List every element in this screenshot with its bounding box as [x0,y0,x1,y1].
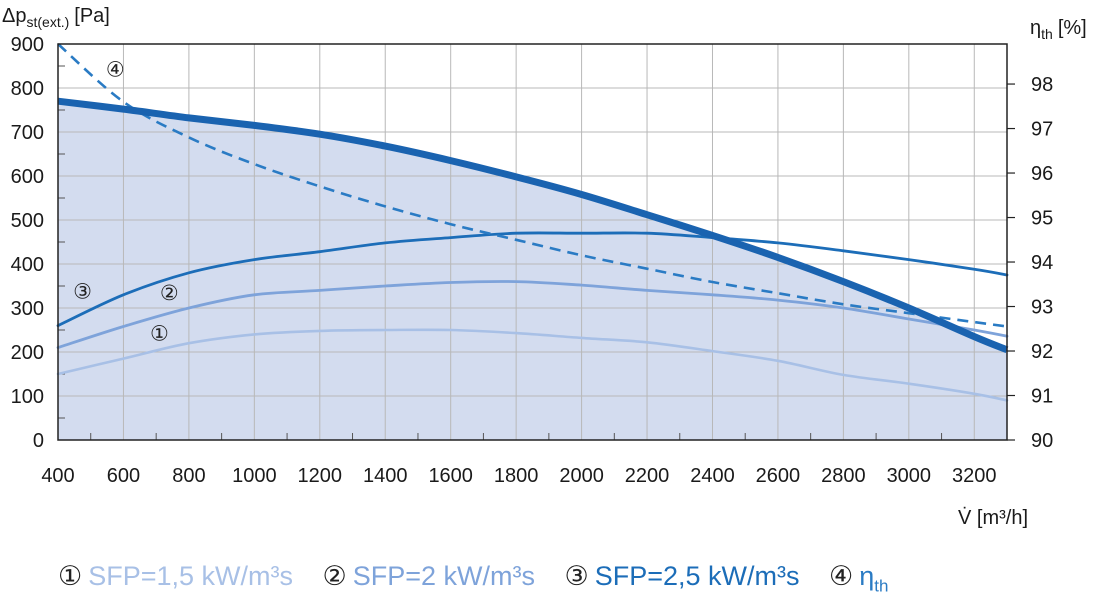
x-tick-label: 1600 [428,465,473,487]
series-2-line [56,280,1009,349]
legend-item-2: ② SFP=2 kW/m³s [323,556,535,597]
legend-label-1: SFP=1,5 kW/m³s [88,561,293,591]
right-tick-label: 98 [1031,74,1053,96]
x-axis-ticks: 400 600 800 1000 1200 1400 1600 1800 2000 2200 240… [41,465,996,487]
right-tick-label: 93 [1031,297,1053,319]
max-pressure-curve [57,97,1009,354]
legend-marker-4: ④ [829,561,854,592]
legend-label-4: ηth [859,561,889,596]
curve-marker-annotation: ① [150,321,169,345]
x-tick-label: 1200 [298,465,343,487]
x-tick-label: 1800 [494,465,539,487]
curves [56,43,1009,402]
right-axis-ticks: 90 91 92 93 94 95 96 97 98 [1031,74,1053,452]
right-tick-label: 96 [1031,163,1053,185]
x-tick-label: 800 [172,465,205,487]
x-tick-label: 1400 [363,465,408,487]
right-tick-label: 91 [1031,386,1053,408]
right-axis-title: ηth [%] [1030,17,1087,42]
series-4-line [57,43,1008,328]
legend-marker-2: ② [322,561,347,592]
left-tick-label: 0 [33,430,44,452]
x-tick-label: 2800 [821,465,866,487]
curve-marker-annotation: ④ [106,58,125,82]
right-tick-label: 95 [1031,208,1053,230]
plot-frame [57,43,1008,441]
x-tick-label: 600 [107,465,140,487]
legend-marker-1: ① [58,561,83,592]
left-tick-label: 600 [11,166,44,188]
curve-marker-annotation: ② [160,281,179,305]
left-tick-label: 400 [11,254,44,276]
left-axis-title: Δpst(ext.) [Pa] [2,5,110,30]
x-tick-label: 3000 [887,465,932,487]
curve-marker-annotation: ③ [73,280,92,304]
x-tick-label: 2600 [756,465,801,487]
curve-annotations: ① ② ③ ④ [73,58,179,346]
legend-label-3: SFP=2,5 kW/m³s [594,561,800,591]
legend-marker-3: ③ [564,561,589,592]
x-tick-label: 2200 [625,465,670,487]
plot-area [56,43,1015,441]
x-axis-title: V̇ [m³/h] [958,507,1028,529]
x-tick-label: 3200 [952,465,997,487]
legend-item-1: ① SFP=1,5 kW/m³s [58,556,293,597]
series-1-line [56,328,1009,402]
left-axis-ticks: 0 100 200 300 400 500 600 700 800 900 [11,34,44,452]
x-tick-label: 2000 [559,465,604,487]
x-tick-label: 2400 [690,465,735,487]
left-tick-label: 300 [11,298,44,320]
right-tick-label: 94 [1031,252,1053,274]
series-3-line [56,231,1009,327]
x-tick-label: 400 [41,465,74,487]
left-tick-label: 200 [11,342,44,364]
left-tick-label: 800 [11,78,44,100]
right-tick-label: 90 [1031,430,1053,452]
legend: ① SFP=1,5 kW/m³s ② SFP=2 kW/m³s ③ SFP=2,5 k… [58,556,910,596]
left-tick-label: 500 [11,210,44,232]
legend-item-4: ④ ηth [829,556,888,606]
right-tick-label: 97 [1031,119,1053,141]
left-tick-label: 900 [11,34,44,56]
left-tick-label: 100 [11,386,44,408]
legend-label-2: SFP=2 kW/m³s [352,561,535,591]
legend-item-3: ③ SFP=2,5 kW/m³s [565,556,800,597]
x-tick-label: 1000 [232,465,277,487]
operating-area [58,101,1007,440]
left-tick-label: 700 [11,122,44,144]
right-tick-label: 92 [1031,341,1053,363]
